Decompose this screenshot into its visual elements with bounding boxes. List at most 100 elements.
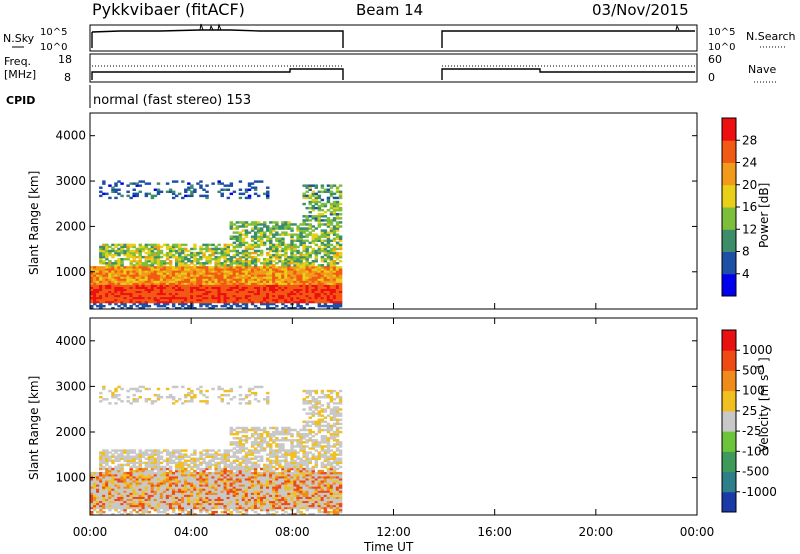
velocity-cell xyxy=(171,482,176,485)
power-cell xyxy=(147,300,152,304)
power-cell xyxy=(171,292,176,296)
velocity-cell xyxy=(138,463,142,467)
power-cell xyxy=(317,225,322,228)
power-cell xyxy=(311,200,315,204)
power-cell xyxy=(335,190,340,194)
velocity-cell xyxy=(105,500,109,504)
power-cell xyxy=(150,280,155,283)
velocity-cell xyxy=(211,459,215,463)
velocity-cell xyxy=(132,461,136,465)
power-cell xyxy=(290,300,294,304)
power-cell xyxy=(217,286,221,289)
velocity-cell xyxy=(187,471,191,475)
velocity-cell xyxy=(123,492,127,495)
velocity-cell xyxy=(238,502,243,506)
power-cell xyxy=(302,231,306,234)
velocity-cell xyxy=(199,506,203,510)
power-cell xyxy=(123,286,127,289)
power-cell xyxy=(311,290,315,294)
power-cell xyxy=(332,200,337,204)
velocity-cell xyxy=(190,395,194,399)
power-cell xyxy=(308,253,312,257)
velocity-cell xyxy=(266,478,270,481)
velocity-cell xyxy=(171,473,176,477)
power-cell xyxy=(99,194,103,198)
velocity-cell xyxy=(235,451,240,454)
power-cell xyxy=(269,296,273,300)
velocity-cell xyxy=(93,500,97,504)
power-cell xyxy=(281,300,285,304)
power-cell xyxy=(332,264,337,267)
power-cell xyxy=(168,262,173,265)
power-cell xyxy=(253,266,258,269)
velocity-cell xyxy=(102,385,106,389)
velocity-cell xyxy=(132,500,136,504)
power-cell xyxy=(165,272,170,275)
power-cell xyxy=(323,292,328,296)
velocity-cell xyxy=(250,492,255,495)
velocity-cell xyxy=(135,498,139,502)
power-cell xyxy=(266,288,270,292)
power-cell xyxy=(96,304,100,308)
power-cell xyxy=(117,253,121,257)
velocity-cell xyxy=(156,457,161,460)
velocity-cell xyxy=(187,512,191,516)
velocity-cell xyxy=(105,463,109,467)
velocity-cell xyxy=(241,506,246,510)
velocity-cell xyxy=(266,432,270,436)
velocity-cell xyxy=(174,500,179,504)
power-cell xyxy=(253,292,258,296)
velocity-cell xyxy=(117,471,121,475)
power-cell xyxy=(96,280,100,283)
velocity-cell xyxy=(190,473,194,477)
power-cell xyxy=(317,296,322,300)
power-cell xyxy=(99,253,103,257)
velocity-cell xyxy=(193,473,197,477)
velocity-cell xyxy=(123,498,127,502)
velocity-cell xyxy=(284,478,288,481)
power-cell xyxy=(153,286,158,289)
power-cell xyxy=(335,213,340,216)
velocity-cell xyxy=(120,451,124,454)
velocity-cell xyxy=(208,471,212,475)
power-cell xyxy=(90,288,94,292)
velocity-cell xyxy=(290,439,294,442)
velocity-cell xyxy=(266,469,270,473)
power-cell xyxy=(338,247,343,251)
velocity-cell xyxy=(165,498,170,502)
velocity-cell xyxy=(184,492,188,495)
power-cell xyxy=(108,300,112,304)
velocity-cell xyxy=(253,430,258,434)
power-cell xyxy=(244,304,249,308)
power-cell xyxy=(199,257,203,261)
velocity-cell xyxy=(247,478,252,481)
power-cell xyxy=(147,282,152,285)
velocity-cell xyxy=(214,486,218,489)
power-cell xyxy=(196,296,200,300)
velocity-cell xyxy=(184,490,188,493)
velocity-cell xyxy=(217,387,221,391)
power-cell xyxy=(208,243,212,247)
power-cell xyxy=(302,184,306,187)
power-cell xyxy=(217,276,221,279)
velocity-cell xyxy=(168,478,173,481)
power-cell xyxy=(144,245,149,249)
power-cell xyxy=(278,245,282,249)
velocity-cell xyxy=(272,508,276,512)
power-cell xyxy=(217,272,221,275)
power-cell xyxy=(323,251,328,255)
velocity-cell xyxy=(290,488,294,491)
velocity-cell xyxy=(229,510,234,514)
velocity-cell xyxy=(174,482,179,485)
velocity-cell xyxy=(262,437,267,440)
velocity-cell xyxy=(256,500,261,504)
velocity-cell xyxy=(117,496,121,499)
velocity-cell xyxy=(120,473,124,477)
velocity-cell xyxy=(126,504,130,508)
velocity-cell xyxy=(181,482,185,485)
power-cell xyxy=(244,190,249,194)
velocity-cell xyxy=(226,471,231,475)
power-cell xyxy=(320,260,325,263)
power-cell xyxy=(235,253,240,257)
velocity-cell xyxy=(96,494,100,497)
